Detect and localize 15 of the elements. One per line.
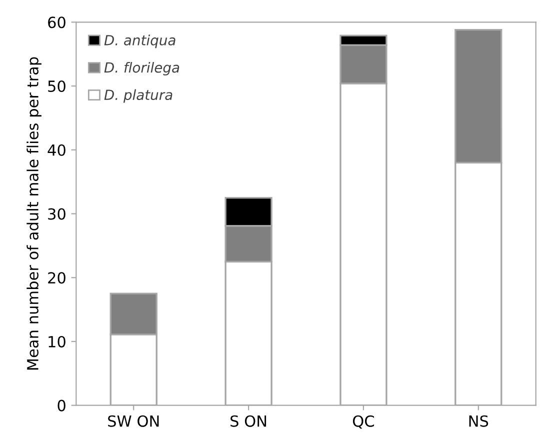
y-tick-label: 30	[48, 208, 66, 220]
y-tick-label: 0	[58, 400, 66, 412]
x-tick-label: QC	[352, 415, 374, 429]
y-tick-label: 50	[48, 80, 66, 92]
y-tick-label: 10	[48, 336, 66, 348]
x-tick-label: NS	[469, 415, 488, 427]
legend-label: D. florilega	[104, 62, 180, 76]
y-tick-label: 20	[48, 272, 66, 284]
y-tick-label: 40	[48, 144, 66, 156]
x-tick-label: S ON	[230, 415, 266, 427]
legend-label: D. platura	[104, 89, 172, 103]
y-axis-title: Mean number of adult male flies per trap	[26, 57, 42, 370]
x-tick-label: SW ON	[108, 415, 159, 427]
legend-label: D. antiqua	[104, 34, 176, 48]
y-tick-label: 60	[48, 16, 66, 28]
